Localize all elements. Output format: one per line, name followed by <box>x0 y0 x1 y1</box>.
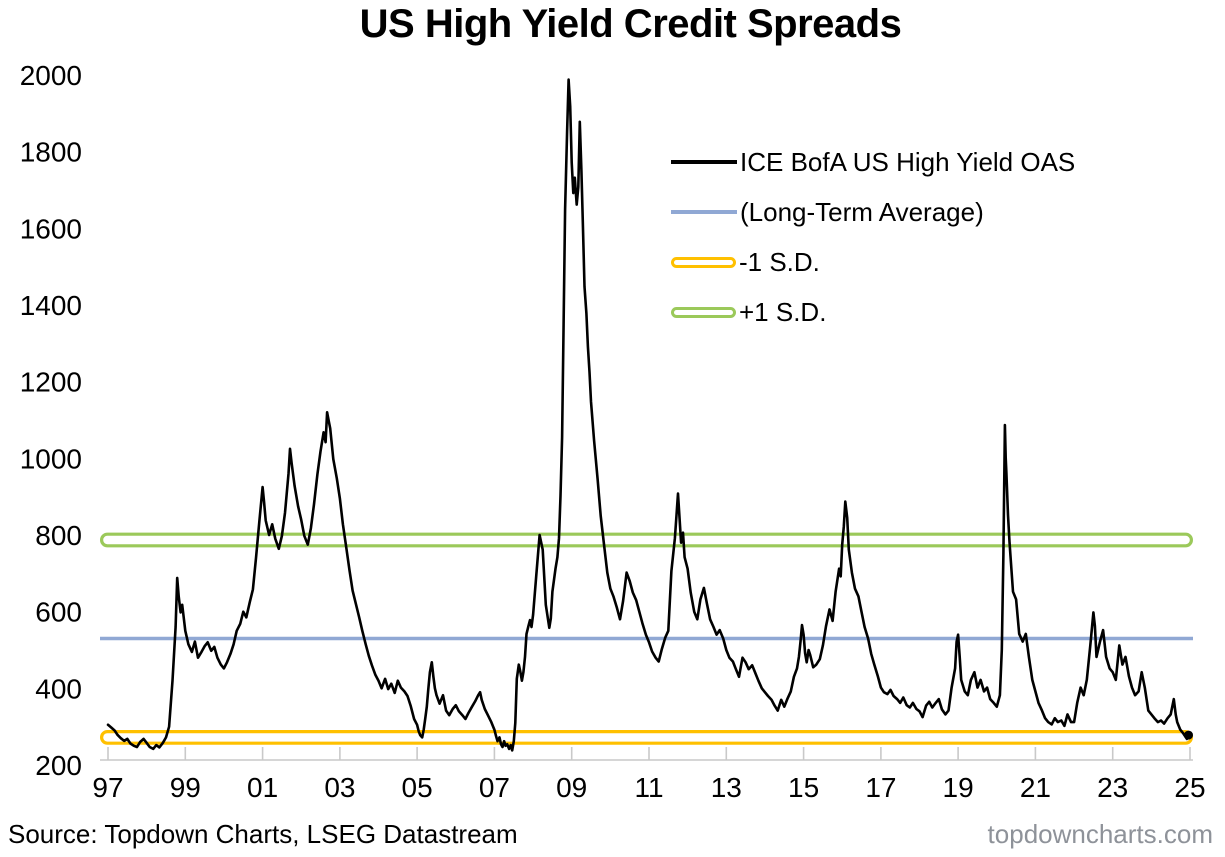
x-tick-label: 09 <box>556 772 587 803</box>
y-tick-label: 1200 <box>20 367 82 398</box>
x-tick-label: 23 <box>1097 772 1128 803</box>
x-tick-label: 25 <box>1174 772 1205 803</box>
x-tick-label: 99 <box>170 772 201 803</box>
legend-item-long-term-average: (Long-Term Average) <box>671 187 1075 237</box>
x-tick-label: 07 <box>479 772 510 803</box>
y-tick-label: 1600 <box>20 213 82 244</box>
legend-item-hy-oas: ICE BofA US High Yield OAS <box>671 137 1075 187</box>
yellow-band-swatch-icon <box>671 256 736 268</box>
x-tick-label: 13 <box>711 772 742 803</box>
source-attribution: Source: Topdown Charts, LSEG Datastream <box>8 819 518 849</box>
y-tick-label: 800 <box>35 520 82 551</box>
series-end-marker <box>1184 730 1193 740</box>
x-tick-label: 19 <box>943 772 974 803</box>
x-tick-label: 03 <box>324 772 355 803</box>
y-tick-label: 2000 <box>20 60 82 91</box>
x-tick-label: 21 <box>1020 772 1051 803</box>
chart-legend: ICE BofA US High Yield OAS (Long-Term Av… <box>671 137 1075 337</box>
y-tick-label: 600 <box>35 597 82 628</box>
green-band-swatch-icon <box>671 306 736 318</box>
x-tick-label: 05 <box>402 772 433 803</box>
website-watermark: topdowncharts.com <box>987 819 1213 849</box>
x-tick-label: 15 <box>788 772 819 803</box>
blue-line-swatch-icon <box>671 210 737 214</box>
y-tick-label: 1800 <box>20 137 82 168</box>
legend-label: -1 S.D. <box>739 246 820 277</box>
sd-reference-band <box>99 532 1194 548</box>
legend-item-minus-1-sd: -1 S.D. <box>671 237 1075 287</box>
y-tick-label: 400 <box>35 673 82 704</box>
x-tick-label: 01 <box>247 772 278 803</box>
legend-label: +1 S.D. <box>739 296 827 327</box>
series-line <box>106 78 1190 752</box>
legend-label: (Long-Term Average) <box>740 196 984 227</box>
x-tick-label: 11 <box>634 772 663 803</box>
black-line-swatch-icon <box>671 160 737 164</box>
page-title: US High Yield Credit Spreads <box>359 2 902 46</box>
y-tick-label: 1000 <box>20 443 82 474</box>
sd-reference-band <box>99 729 1194 745</box>
y-tick-label: 200 <box>35 750 82 781</box>
x-tick-label: 97 <box>92 772 123 803</box>
y-tick-label: 1400 <box>20 290 82 321</box>
legend-label: ICE BofA US High Yield OAS <box>740 146 1076 177</box>
x-tick-label: 17 <box>865 772 896 803</box>
legend-item-plus-1-sd: +1 S.D. <box>671 287 1075 337</box>
